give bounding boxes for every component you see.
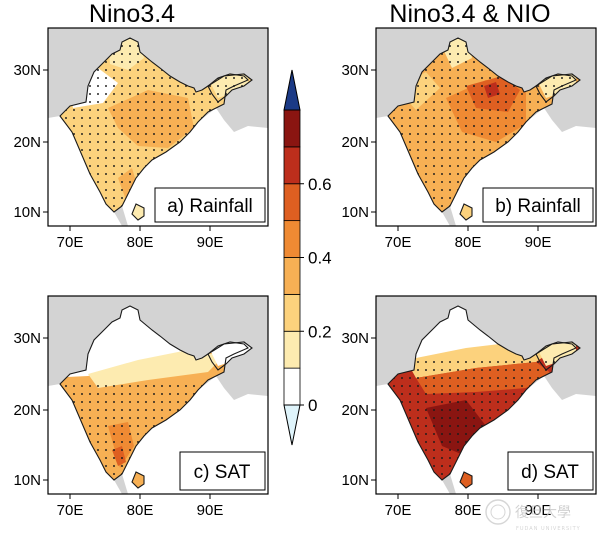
colorbar-box	[283, 293, 301, 332]
colorbar-label: 0	[308, 396, 317, 415]
watermark-text: 復旦大學	[515, 504, 571, 521]
ocean-west	[48, 116, 122, 226]
lat-tick-label: 10N	[13, 472, 41, 489]
colorbar-boxes	[283, 109, 301, 406]
lon-tick-label: 90E	[197, 502, 224, 519]
colorbar-box	[283, 109, 301, 148]
colorbar-box	[283, 146, 301, 185]
lat-tick-label: 20N	[341, 134, 369, 151]
watermark-seal-icon	[485, 499, 511, 525]
lon-tick-label: 70E	[385, 234, 412, 251]
lon-tick-label: 80E	[127, 234, 154, 251]
panel-label-a: a) Rainfall	[167, 196, 253, 217]
panel-label-b: b) Rainfall	[495, 196, 581, 217]
lat-tick-label: 30N	[341, 330, 369, 347]
lon-tick-label: 90E	[525, 502, 552, 519]
lon-tick-label: 90E	[197, 234, 224, 251]
colorbar-box	[283, 183, 301, 222]
colorbar-box	[283, 367, 301, 406]
lat-tick-label: 30N	[341, 62, 369, 79]
colorbar-label: 0.4	[308, 249, 332, 268]
watermark-seal-ring	[490, 504, 506, 520]
axes-layer: 30N 20N 10N 70E 80E 90E 30N 20N 10N 70E 80E 90E 30N 2…	[13, 62, 551, 519]
lat-tick-label: 10N	[341, 204, 369, 221]
lat-tick-label: 10N	[13, 204, 41, 221]
colorbar-box	[283, 257, 301, 295]
watermark-subtext: FUDAN UNIVERSITY	[516, 526, 581, 532]
colorbar: 0.6 0.4 0.2 0	[283, 69, 332, 446]
colorbar-label: 0.2	[308, 322, 332, 341]
title-left: Nino3.4	[89, 0, 175, 28]
lon-tick-label: 80E	[127, 502, 154, 519]
lon-tick-label: 70E	[57, 502, 84, 519]
lon-tick-label: 80E	[455, 234, 482, 251]
lon-tick-label: 80E	[455, 502, 482, 519]
colorbar-box	[283, 330, 301, 369]
lat-tick-label: 20N	[13, 402, 41, 419]
colorbar-labels: 0.6 0.4 0.2 0	[300, 175, 332, 415]
ocean-west	[376, 384, 450, 494]
lat-tick-label: 10N	[341, 472, 369, 489]
colorbar-label: 0.6	[308, 175, 332, 194]
lon-tick-label: 70E	[385, 502, 412, 519]
lat-tick-label: 20N	[341, 402, 369, 419]
watermark: 復旦大學 FUDAN UNIVERSITY	[485, 499, 581, 532]
colorbar-box	[283, 220, 301, 258]
panel-c: c) SAT	[47, 295, 269, 495]
colorbar-extend-high	[283, 69, 301, 111]
panel-a: a) Rainfall	[47, 27, 269, 227]
panel-b: b) Rainfall	[375, 27, 597, 227]
lon-tick-label: 70E	[57, 234, 84, 251]
lat-tick-label: 20N	[13, 134, 41, 151]
lat-tick-label: 30N	[13, 62, 41, 79]
panel-label-d: d) SAT	[521, 462, 579, 483]
lon-tick-label: 90E	[525, 234, 552, 251]
colorbar-extend-low	[283, 404, 301, 446]
ocean-west	[376, 116, 450, 226]
lat-tick-label: 30N	[13, 330, 41, 347]
ocean-west	[48, 384, 122, 494]
panel-d: d) SAT	[375, 295, 597, 495]
title-right: Nino3.4 & NIO	[389, 0, 550, 28]
panel-label-c: c) SAT	[194, 462, 251, 483]
